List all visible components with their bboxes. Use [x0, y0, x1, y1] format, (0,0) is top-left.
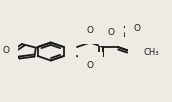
Text: O: O: [134, 24, 141, 33]
Text: O: O: [137, 53, 144, 62]
Text: O: O: [2, 46, 9, 55]
Text: O: O: [108, 28, 115, 37]
Text: CH₃: CH₃: [144, 48, 159, 57]
Text: O: O: [87, 26, 94, 35]
Text: O: O: [87, 61, 94, 70]
